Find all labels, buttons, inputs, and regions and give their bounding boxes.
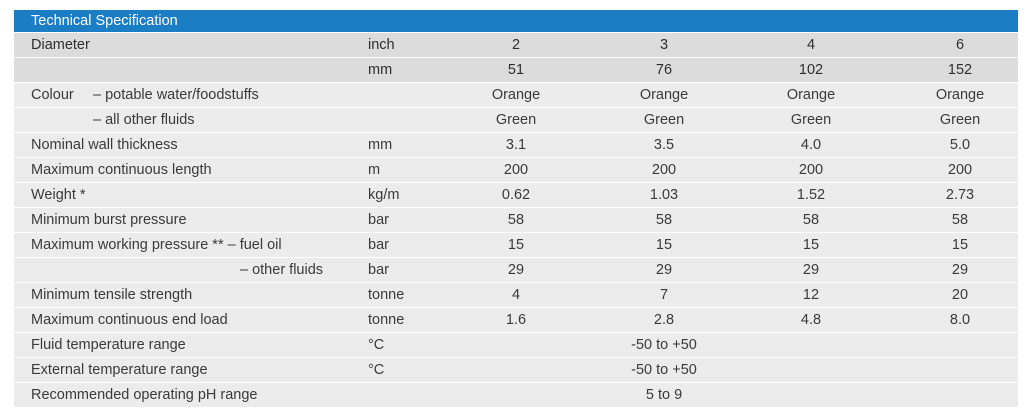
row-unit: kg/m [368,187,400,203]
table-row: Minimum burst pressure bar 58 58 58 58 [14,208,1018,233]
table-row-colour-other: – all other fluids Green Green Green Gre… [14,108,1018,133]
cell-value: 58 [655,212,673,228]
row-label: External temperature range [31,362,208,378]
table-row: Maximum working pressure ** – fuel oil b… [14,233,1018,258]
header-unit: inch [368,37,395,53]
cell-value: 0.62 [501,187,531,203]
table-row-colour-potable: Colour – potable water/foodstuffs Orange… [14,83,1018,108]
row-sublabel: – potable water/foodstuffs [93,87,259,103]
cell-value: Green [790,112,832,128]
header-value: 2 [511,37,521,53]
cell-value: 5 to 9 [645,387,683,403]
cell-value: 20 [951,287,969,303]
header-value: 76 [655,62,673,78]
cell-value: 1.52 [796,187,826,203]
cell-value: Green [939,112,981,128]
row-unit: °C [368,362,385,378]
row-label: Colour [31,87,74,103]
header-value: 3 [659,37,669,53]
row-unit: mm [368,137,393,153]
cell-value: 200 [651,162,677,178]
spec-table: Diameter inch 2 3 4 6 mm 51 76 102 152 C… [14,33,1018,408]
header-unit: mm [368,62,393,78]
row-sublabel: – all other fluids [93,112,195,128]
cell-value: 7 [659,287,669,303]
header-row-inch: Diameter inch 2 3 4 6 [14,33,1018,58]
cell-value: 58 [507,212,525,228]
cell-value: Orange [786,87,836,103]
table-row: Nominal wall thickness mm 3.1 3.5 4.0 5.… [14,133,1018,158]
row-label: Maximum continuous end load [31,312,228,328]
row-unit: bar [368,262,389,278]
header-value: 102 [798,62,824,78]
row-label: Weight * [31,187,86,203]
row-unit: bar [368,212,389,228]
header-value: 4 [806,37,816,53]
cell-value: 3.5 [653,137,675,153]
table-row: Fluid temperature range °C -50 to +50 [14,333,1018,358]
table-row: External temperature range °C -50 to +50 [14,358,1018,383]
row-unit: tonne [368,287,405,303]
cell-value: 15 [802,237,820,253]
table-row: Maximum continuous length m 200 200 200 … [14,158,1018,183]
table-row: Maximum continuous end load tonne 1.6 2.… [14,308,1018,333]
table-row: Minimum tensile strength tonne 4 7 12 20 [14,283,1018,308]
cell-value: 58 [802,212,820,228]
header-value: 6 [955,37,965,53]
cell-value: 58 [951,212,969,228]
row-sublabel: – other fluids [240,262,324,278]
row-unit: bar [368,237,389,253]
row-label: Nominal wall thickness [31,137,178,153]
cell-value: 200 [947,162,973,178]
cell-value: Orange [491,87,541,103]
cell-value: Orange [639,87,689,103]
cell-value: Green [495,112,537,128]
cell-value: 4 [511,287,521,303]
cell-value: 2.8 [653,312,675,328]
row-label: Fluid temperature range [31,337,186,353]
cell-value: 15 [507,237,525,253]
cell-value: 2.73 [945,187,975,203]
row-label: Recommended operating pH range [31,387,258,403]
cell-value: 200 [798,162,824,178]
cell-value: Orange [935,87,985,103]
cell-value: 1.03 [649,187,679,203]
table-title: Technical Specification [14,10,1018,32]
row-unit: tonne [368,312,405,328]
header-value: 152 [947,62,973,78]
cell-value: 200 [503,162,529,178]
header-label: Diameter [31,37,90,53]
cell-value: Green [643,112,685,128]
header-value: 51 [507,62,525,78]
cell-value: 29 [802,262,820,278]
row-label: Maximum working pressure ** – fuel oil [31,237,282,253]
table-row: Recommended operating pH range 5 to 9 [14,383,1018,408]
cell-value: -50 to +50 [631,337,697,353]
row-unit: °C [368,337,385,353]
row-unit: m [368,162,381,178]
header-row-mm: mm 51 76 102 152 [14,58,1018,83]
cell-value: 1.6 [505,312,527,328]
table-row: Weight * kg/m 0.62 1.03 1.52 2.73 [14,183,1018,208]
cell-value: 29 [655,262,673,278]
cell-value: 15 [951,237,969,253]
row-label: Minimum burst pressure [31,212,187,228]
cell-value: 15 [655,237,673,253]
cell-value: 4.8 [800,312,822,328]
cell-value: 3.1 [505,137,527,153]
cell-value: 29 [951,262,969,278]
cell-value: 12 [802,287,820,303]
row-label: Maximum continuous length [31,162,212,178]
table-row: – other fluids bar 29 29 29 29 [14,258,1018,283]
cell-value: 5.0 [949,137,971,153]
cell-value: 4.0 [800,137,822,153]
row-label: Minimum tensile strength [31,287,193,303]
cell-value: -50 to +50 [631,362,697,378]
cell-value: 29 [507,262,525,278]
cell-value: 8.0 [949,312,971,328]
